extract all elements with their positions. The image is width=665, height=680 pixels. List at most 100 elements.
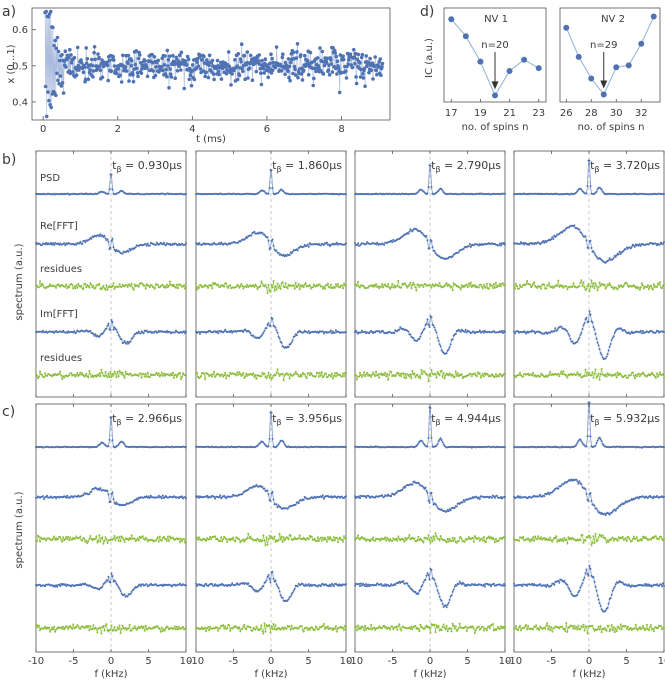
data-point — [311, 83, 316, 88]
re-residues-point — [298, 288, 301, 291]
re-residues-point — [94, 287, 97, 289]
im-residues-point — [316, 371, 319, 374]
re-fft-point — [585, 239, 588, 242]
re-residues-point — [158, 535, 161, 538]
im-fft-point — [111, 321, 114, 323]
data-point — [156, 58, 161, 63]
re-residues-point — [326, 536, 329, 539]
data-point — [44, 9, 48, 14]
im-fft-point — [99, 334, 102, 337]
im-residues-point — [515, 376, 517, 379]
ic-point — [588, 75, 595, 82]
data-point — [283, 72, 287, 77]
psd-point — [441, 189, 444, 192]
re-residues-point — [587, 283, 590, 285]
re-residues-point — [54, 285, 57, 288]
im-residues-point — [626, 376, 629, 379]
im-residues-point — [482, 375, 485, 378]
im-fft-point — [420, 332, 423, 335]
data-point — [270, 56, 274, 61]
im-residues-point — [162, 372, 165, 375]
data-point — [167, 54, 172, 58]
im-residues-point — [130, 629, 133, 632]
im-residues-point — [329, 375, 332, 378]
re-fft-point — [590, 246, 593, 249]
re-fft-point — [419, 230, 422, 233]
data-point — [112, 58, 116, 62]
im-residues-point — [88, 369, 91, 372]
re-residues-point — [241, 285, 244, 287]
im-residues-point — [38, 375, 40, 378]
re-fft-point — [225, 497, 228, 500]
re-fft-point — [503, 241, 505, 244]
re-fft-point — [589, 239, 592, 242]
im-residues-point — [121, 624, 124, 627]
re-residues-point — [459, 288, 462, 291]
data-point — [177, 64, 181, 68]
re-residues-point — [217, 283, 220, 286]
re-fft-point — [134, 246, 137, 249]
data-point — [49, 105, 53, 110]
im-residues-point — [408, 375, 411, 378]
im-residues-point — [160, 371, 163, 374]
im-residues-point — [112, 629, 115, 632]
psd-point — [262, 441, 265, 444]
im-fft-point — [421, 331, 424, 333]
re-residues-point — [266, 543, 269, 546]
data-point — [145, 66, 149, 70]
im-fft-point — [123, 340, 126, 342]
spectra-column-2: tβ = 3.956µs — [195, 403, 347, 653]
data-point — [107, 58, 112, 63]
im-residues-point — [146, 371, 149, 374]
im-residues-point — [442, 371, 445, 374]
im-fft-point — [613, 331, 616, 334]
re-residues-point — [36, 284, 38, 287]
im-residues-point — [62, 375, 65, 378]
im-residues-point — [519, 371, 521, 374]
im-residues-point — [281, 372, 284, 375]
im-residues-point — [263, 372, 266, 375]
data-point — [129, 63, 134, 68]
re-residues-point — [649, 284, 652, 287]
data-point — [279, 69, 284, 73]
data-point — [86, 77, 91, 82]
im-residues-point — [307, 372, 310, 375]
im-fft-point — [560, 325, 563, 328]
re-fft-point — [110, 492, 113, 495]
re-residues-point — [477, 286, 480, 289]
im-fft-point — [639, 329, 642, 332]
re-residues-point — [561, 284, 564, 287]
im-fft-point — [432, 324, 435, 327]
im-fft-point — [641, 330, 644, 332]
re-residues-point — [281, 281, 284, 284]
im-residues-point — [593, 372, 596, 375]
re-residues-point — [637, 286, 640, 289]
re-residues-point — [578, 285, 581, 288]
im-residues-point — [166, 626, 169, 629]
im-residues-point — [345, 373, 347, 376]
re-residues-point — [168, 535, 171, 538]
im-residues-point — [172, 377, 175, 379]
im-fft-point — [287, 346, 290, 348]
im-residues-point — [314, 375, 317, 378]
im-residues-point — [148, 376, 151, 379]
im-fft-point — [217, 332, 220, 335]
re-fft-point — [115, 501, 118, 504]
im-residues-point — [399, 372, 402, 375]
re-residues-point — [333, 286, 336, 289]
re-residues-point — [639, 286, 642, 289]
im-fft-point — [592, 326, 595, 328]
row-label: Re[FFT] — [40, 221, 78, 232]
im-residues-point — [235, 374, 238, 377]
data-point — [303, 53, 307, 58]
re-residues-point — [238, 538, 241, 541]
im-fft-point — [329, 329, 332, 332]
data-point — [237, 73, 242, 78]
re-residues-point — [640, 282, 643, 285]
re-fft-point — [426, 239, 429, 242]
re-residues-point — [172, 283, 175, 286]
re-fft-point — [107, 240, 110, 243]
spectra-column-1: tβ = 2.966µs — [35, 403, 187, 653]
re-fft-point — [285, 255, 288, 257]
re-residues-point — [253, 285, 256, 288]
